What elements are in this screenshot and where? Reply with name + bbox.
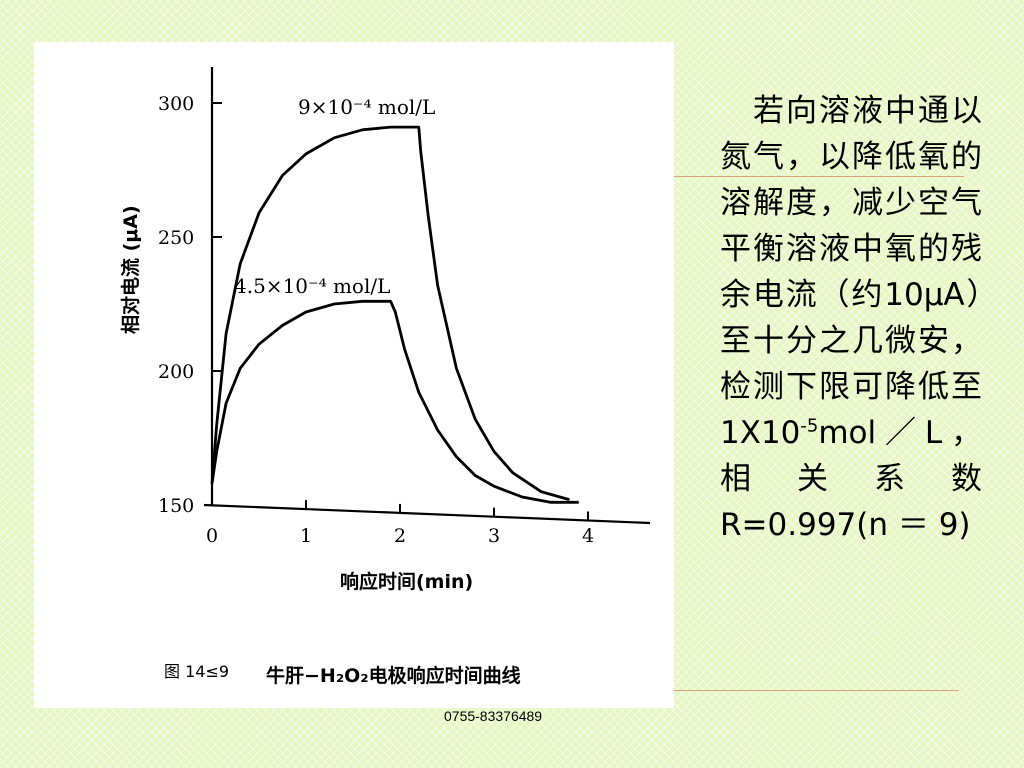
series-line-high [210, 125, 570, 501]
figure-caption-title: 牛肝−H₂O₂电极响应时间曲线 [266, 664, 521, 687]
series-label-high: 9×10⁻⁴ mol/L [298, 95, 435, 119]
y-axis-title: 相对电流 (μA) [119, 205, 142, 334]
paragraph-tail: mol／L，相关系数R=0.997(n ＝ 9) [720, 415, 982, 543]
slide-paragraph: 若向溶液中通以氮气，以降低氧的溶解度，减少空气平衡溶液中氧的残余电流（约10μA… [720, 88, 1013, 548]
x-axis-line [203, 503, 651, 525]
data-point [258, 212, 260, 214]
footer-phone-number: 0755-83376489 [444, 708, 543, 724]
x-tick-label: 0 [206, 525, 218, 547]
data-point [394, 311, 396, 313]
data-point [239, 367, 241, 369]
data-point [305, 153, 307, 155]
data-point [427, 215, 429, 217]
data-point [418, 391, 420, 393]
data-point [225, 332, 227, 335]
response-time-chart: 150 200 250 300 0 1 2 3 4 9×10⁻⁴ mol/L 4.5×10⁻⁴… [119, 67, 651, 687]
data-point [578, 501, 580, 503]
data-point [418, 126, 420, 128]
data-point [258, 343, 260, 345]
y-tick-label: 200 [158, 361, 194, 383]
chart-figure-panel: 150 200 250 300 0 1 2 3 4 9×10⁻⁴ mol/L 4.5×10⁻⁴… [34, 42, 674, 708]
data-point [474, 418, 476, 420]
data-point [474, 474, 476, 477]
x-axis-title: 响应时间(min) [340, 570, 473, 593]
decorative-rule-bottom [674, 690, 959, 691]
data-point [333, 137, 335, 139]
decorative-rule-top [674, 176, 964, 177]
series-label-low: 4.5×10⁻⁴ mol/L [234, 274, 390, 298]
data-point [216, 450, 218, 452]
paragraph-main: 若向溶液中通以氮气，以降低氧的溶解度，减少空气平衡溶液中氧的残余电流（约10μA… [720, 93, 1013, 451]
x-tick-label: 3 [488, 525, 500, 547]
data-point [361, 300, 363, 302]
data-point [437, 429, 439, 431]
data-point [540, 491, 542, 493]
data-point [437, 284, 439, 286]
data-point [521, 496, 523, 498]
figure-caption-prefix: 图 14≤9 [164, 662, 229, 681]
data-point [216, 424, 218, 426]
y-tick-label: 150 [158, 495, 194, 517]
data-point [361, 129, 363, 131]
x-tick-label: 4 [582, 525, 594, 547]
data-point [493, 485, 495, 487]
data-point [333, 303, 335, 305]
data-point [493, 450, 495, 452]
data-point [512, 472, 514, 474]
data-point [568, 499, 570, 501]
data-point [211, 483, 213, 485]
data-point [239, 263, 241, 265]
data-point [455, 367, 457, 369]
data-point [420, 150, 422, 152]
data-point [390, 126, 392, 128]
data-point [390, 300, 392, 302]
x-tick-label: 2 [394, 525, 406, 547]
data-point [549, 501, 552, 503]
paragraph-exponent: -5 [800, 415, 819, 437]
data-point [404, 349, 406, 351]
x-tick-label: 1 [300, 525, 312, 547]
series-line-low [210, 299, 579, 504]
y-tick-label: 300 [158, 93, 194, 115]
data-point [225, 402, 227, 404]
data-point [281, 174, 284, 176]
data-point [281, 324, 284, 326]
data-point [305, 311, 307, 313]
y-tick-label: 250 [158, 227, 194, 249]
data-point [455, 456, 457, 458]
